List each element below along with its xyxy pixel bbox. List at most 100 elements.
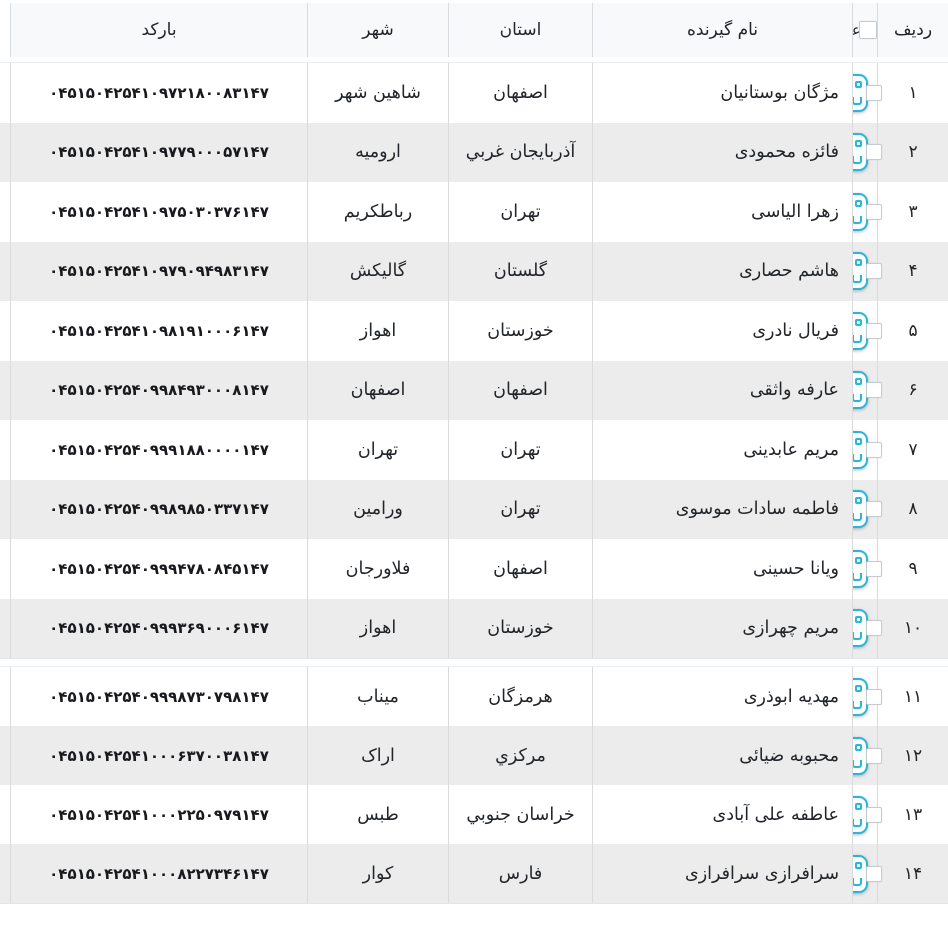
barcode-value: ۰۴۵۱۵۰۴۲۵۴۰۹۹۹۱۸۸۰۰۰۰۱۴۷ <box>49 440 269 459</box>
cell-province: تهران <box>448 479 592 539</box>
city: ارومیه <box>355 142 401 163</box>
row-checkbox[interactable] <box>866 865 882 882</box>
table-row: ۱۴ سرافرازی سرافرازی فارس کوار ۰۴۵۱۵۰۴۲۵… <box>0 844 948 903</box>
header-gap <box>0 57 948 62</box>
cell-actions <box>852 726 882 785</box>
table-row: ۵ فریال نادری خوزستان اهواز ۰۴۵۱۵۰۴۲۵۴۱۰… <box>0 301 948 361</box>
header-radif: ردیف <box>877 3 948 57</box>
cell-province: اصفهان <box>448 63 592 123</box>
row-number: ۱ <box>908 82 918 103</box>
recipient-name: فریال نادری <box>752 320 839 341</box>
row-checkbox[interactable] <box>866 620 882 637</box>
clipped-column <box>0 123 10 183</box>
cell-city: رباطکریم <box>307 182 448 242</box>
table-row: ۱۳ عاطفه علی آبادی خراسان جنوبي طبس ۰۴۵۱… <box>0 785 948 844</box>
cell-actions <box>852 420 882 480</box>
barcode-value: ۰۴۵۱۵۰۴۲۵۴۰۹۹۹۴۷۸۰۸۴۵۱۴۷ <box>49 559 269 578</box>
city: رباطکریم <box>343 201 413 222</box>
cell-barcode: ۰۴۵۱۵۰۴۲۵۴۱۰۹۷۲۱۸۰۰۸۳۱۴۷ <box>10 63 307 123</box>
action-glyph-icon <box>855 556 862 564</box>
cell-recipient-name: ویانا حسینی <box>592 539 852 599</box>
province: آذربايجان غربي <box>465 142 576 163</box>
row-checkbox[interactable] <box>866 84 882 101</box>
row-number: ۹ <box>908 558 918 579</box>
clipped-column <box>0 182 10 242</box>
row-action-button[interactable] <box>853 371 868 410</box>
cell-province: تهران <box>448 182 592 242</box>
cell-radif: ۱ <box>877 63 948 123</box>
row-action-button[interactable] <box>853 73 868 112</box>
header-barcode: بارکد <box>10 3 307 57</box>
barcode-value: ۰۴۵۱۵۰۴۲۵۴۰۹۹۸۴۹۳۰۰۰۸۱۴۷ <box>49 381 269 400</box>
row-checkbox[interactable] <box>866 263 882 280</box>
row-number: ۶ <box>908 380 918 401</box>
table-block-gap <box>0 659 948 666</box>
recipient-name: مریم چهرازی <box>742 618 839 639</box>
recipient-name: ویانا حسینی <box>753 558 839 579</box>
header-radif-label: ردیف <box>893 20 933 40</box>
barcode-value: ۰۴۵۱۵۰۴۲۵۴۰۹۹۸۹۸۵۰۳۳۷۱۴۷ <box>49 500 269 519</box>
action-bracket-icon <box>853 877 862 886</box>
row-checkbox[interactable] <box>866 144 882 161</box>
cell-city: شاهین شهر <box>307 63 448 123</box>
clipped-column <box>0 844 10 903</box>
action-bracket-icon <box>853 96 862 105</box>
cell-actions <box>852 844 882 903</box>
cell-radif: ۳ <box>877 182 948 242</box>
recipient-name: عاطفه علی آبادی <box>712 804 839 825</box>
clipped-column <box>0 301 10 361</box>
barcode-value: ۰۴۵۱۵۰۴۲۵۴۱۰۹۷۹۰۹۴۹۸۳۱۴۷ <box>49 262 269 281</box>
row-number: ۴ <box>908 261 918 282</box>
city: میناب <box>357 686 399 707</box>
table-row: ۸ فاطمه سادات موسوی تهران ورامین ۰۴۵۱۵۰۴… <box>0 479 948 540</box>
clipped-column <box>0 480 10 540</box>
table-row: ۱۱ مهدیه ابوذری هرمزگان میناب ۰۴۵۱۵۰۴۲۵۴… <box>0 667 948 726</box>
row-number: ۸ <box>908 499 918 520</box>
cell-barcode: ۰۴۵۱۵۰۴۲۵۴۱۰۰۰۶۳۷۰۰۳۸۱۴۷ <box>10 726 307 785</box>
action-glyph-icon <box>855 259 862 267</box>
cell-barcode: ۰۴۵۱۵۰۴۲۵۴۰۹۹۹۳۶۹۰۰۰۶۱۴۷ <box>10 598 307 658</box>
header-barcode-label: بارکد <box>141 20 177 40</box>
row-checkbox[interactable] <box>866 747 882 764</box>
cell-province: خوزستان <box>448 301 592 361</box>
province: فارس <box>498 863 543 884</box>
cell-province: هرمزگان <box>448 667 592 726</box>
cell-barcode: ۰۴۵۱۵۰۴۲۵۴۰۹۹۹۸۷۳۰۷۹۸۱۴۷ <box>10 667 307 726</box>
barcode-value: ۰۴۵۱۵۰۴۲۵۴۱۰۹۷۵۰۳۰۳۷۶۱۴۷ <box>49 202 269 221</box>
cell-city: گالیکش <box>307 241 448 301</box>
cell-recipient-name: مژگان بوستانیان <box>592 63 852 123</box>
row-checkbox[interactable] <box>866 501 882 518</box>
cell-recipient-name: زهرا الیاسی <box>592 182 852 242</box>
cell-province: تهران <box>448 420 592 480</box>
row-checkbox[interactable] <box>866 688 882 705</box>
cell-recipient-name: مریم چهرازی <box>592 598 852 658</box>
row-checkbox[interactable] <box>866 806 882 823</box>
cell-city: اصفهان <box>307 360 448 420</box>
cell-barcode: ۰۴۵۱۵۰۴۲۵۴۰۹۹۹۱۸۸۰۰۰۰۱۴۷ <box>10 420 307 480</box>
clipped-column <box>0 539 10 599</box>
row-number: ۱۰ <box>903 618 923 639</box>
clipped-column <box>0 726 10 785</box>
action-bracket-icon <box>853 275 862 284</box>
action-bracket-icon <box>853 334 862 343</box>
cell-radif: ۶ <box>877 360 948 420</box>
row-checkbox[interactable] <box>866 441 882 458</box>
province: اصفهان <box>493 82 548 103</box>
cell-radif: ۱۰ <box>877 598 948 658</box>
row-checkbox[interactable] <box>866 560 882 577</box>
cell-province: اصفهان <box>448 360 592 420</box>
table-body-block-1: ۱ مژگان بوستانیان اصفهان شاهین شهر ۰۴۵۱۵… <box>0 62 948 659</box>
row-checkbox[interactable] <box>866 322 882 339</box>
action-glyph-icon <box>855 497 862 505</box>
row-checkbox[interactable] <box>866 382 882 399</box>
city: اراک <box>361 745 395 766</box>
select-all-checkbox[interactable] <box>859 21 877 39</box>
recipient-name: سرافرازی سرافرازی <box>685 863 839 884</box>
cell-city: تهران <box>307 420 448 480</box>
row-checkbox[interactable] <box>866 203 882 220</box>
table-row: ۹ ویانا حسینی اصفهان فلاورجان ۰۴۵۱۵۰۴۲۵۴… <box>0 539 948 599</box>
action-bracket-icon <box>853 215 862 224</box>
clipped-column <box>0 63 10 123</box>
action-glyph-icon <box>855 318 862 326</box>
clipped-column <box>0 667 10 726</box>
